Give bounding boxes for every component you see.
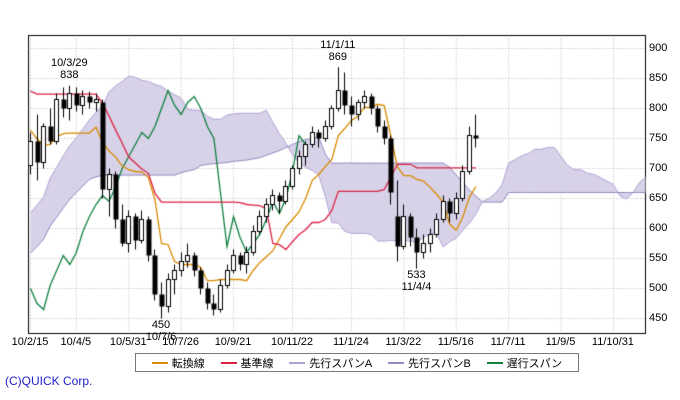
y-tick-label: 450 [649, 312, 668, 324]
y-tick-label: 600 [649, 222, 668, 234]
y-tick-label: 700 [649, 162, 668, 174]
y-tick-label: 850 [649, 72, 668, 84]
y-tick-label: 650 [649, 192, 668, 204]
legend: 転換線 基準線 先行スパンA 先行スパンB 遅行スパン [135, 353, 579, 372]
legend-label-kijun: 基準線 [240, 357, 274, 370]
annotation-line: 10/7/6 [145, 331, 177, 343]
legend-item-chikou: 遅行スパン [486, 355, 563, 371]
x-tick-label: 10/4/5 [60, 336, 92, 348]
x-tick-label: 10/2/15 [11, 336, 49, 348]
x-tick-label: 11/7/11 [490, 336, 526, 348]
x-tick-label: 10/5/31 [109, 336, 147, 348]
annotation-line: 838 [60, 69, 79, 82]
legend-swatch-kijun [220, 361, 237, 364]
annotation-line: 533 [407, 269, 426, 282]
x-tick-label: 11/10/31 [591, 336, 634, 348]
annotation-line: 11/4/4 [401, 281, 432, 294]
price-annotation: 10/3/29 838 [51, 58, 88, 82]
x-tick-label: 11/9/5 [545, 336, 576, 348]
copyright: (C)QUICK Corp. [5, 374, 93, 388]
x-tick-label: 11/3/22 [385, 336, 422, 348]
annotation-line: 10/3/29 [50, 57, 88, 70]
x-tick-label: 11/1/24 [332, 336, 369, 348]
annotation-line: 11/1/11 [320, 38, 356, 51]
legend-label-senkou_b: 先行スパンB [407, 357, 471, 370]
x-tick-label: 10/9/21 [214, 336, 252, 348]
annotation-line: 450 [151, 319, 171, 331]
annotation-line: 869 [328, 50, 348, 63]
price-annotation: 533 11/4/4 [402, 270, 432, 294]
legend-item-tenkan: 転換線 [151, 355, 205, 371]
y-tick-label: 750 [649, 132, 668, 144]
legend-swatch-chikou [486, 361, 503, 364]
legend-swatch-senkou_b [387, 361, 404, 364]
legend-swatch-senkou_a [289, 361, 306, 364]
legend-swatch-tenkan [151, 361, 168, 364]
legend-item-kijun: 基準線 [220, 355, 274, 371]
y-tick-label: 550 [649, 252, 668, 264]
y-tick-label: 500 [649, 282, 668, 294]
x-tick-label: 10/11/22 [270, 336, 313, 348]
legend-label-tenkan: 転換線 [171, 357, 205, 370]
legend-label-senkou_a: 先行スパンA [309, 357, 373, 370]
x-tick-label: 10/7/26 [162, 336, 199, 348]
legend-item-senkou_a: 先行スパンA [289, 355, 372, 371]
legend-item-senkou_b: 先行スパンB [387, 355, 471, 371]
x-tick-label: 11/5/16 [437, 336, 474, 348]
price-annotation: 450 10/7/6 [146, 320, 177, 344]
price-annotation: 11/1/11 869 [320, 38, 356, 64]
y-tick-label: 800 [649, 102, 668, 114]
y-tick-label: 900 [649, 42, 668, 54]
legend-label-chikou: 遅行スパン [506, 357, 563, 370]
